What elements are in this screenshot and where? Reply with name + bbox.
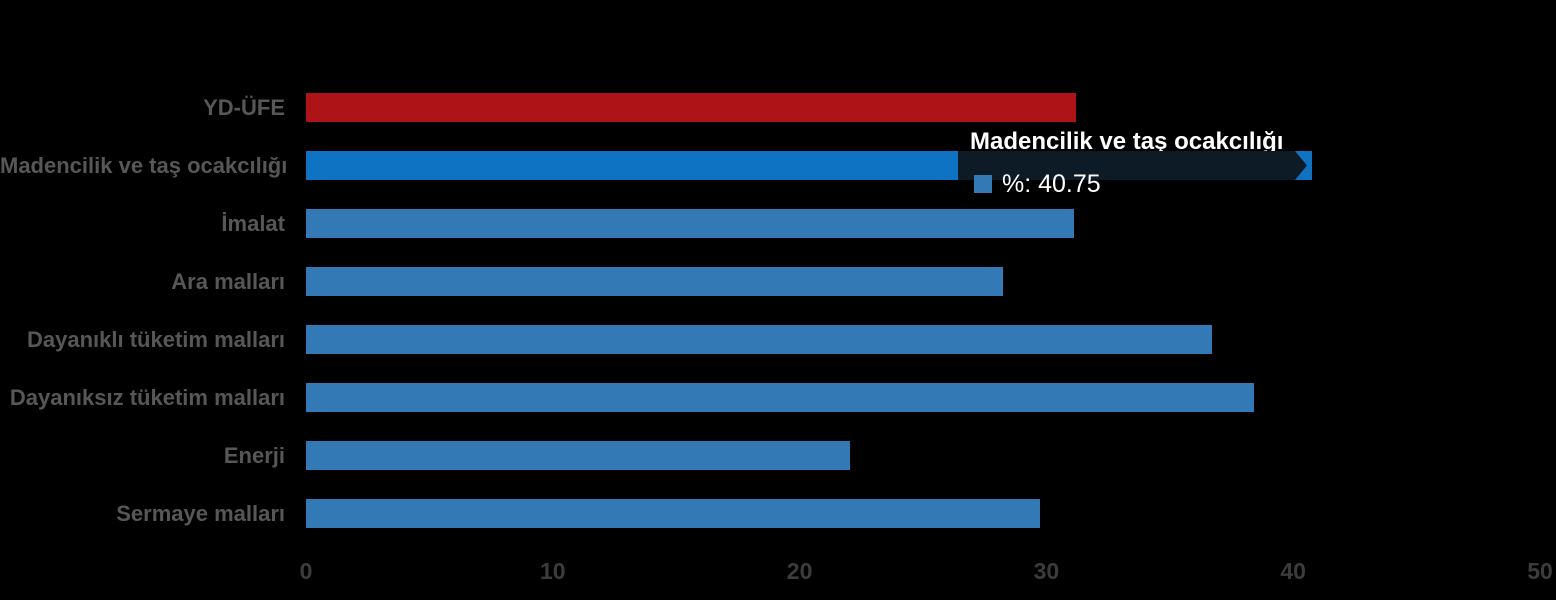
x-axis-tick: 30 — [1033, 558, 1060, 584]
category-label: YD-ÜFE — [203, 95, 285, 120]
category-label: Dayanıksız tüketim malları — [9, 385, 285, 410]
x-axis-tick: 20 — [786, 558, 813, 584]
chart-row: Sermaye malları — [0, 499, 1556, 528]
legend-swatch-icon — [974, 175, 992, 193]
bar-track — [306, 209, 1540, 238]
x-axis-tick: 10 — [540, 558, 566, 584]
chart-row: Enerji — [0, 441, 1556, 470]
category-label: Madencilik ve taş ocakcılığı — [0, 153, 288, 178]
tooltip-band — [958, 151, 1307, 180]
x-axis-tick: 0 — [299, 558, 313, 584]
bar-track — [306, 151, 1540, 180]
chart-row: YD-ÜFE — [0, 93, 1556, 122]
bar-track — [306, 325, 1540, 354]
bar-track — [306, 267, 1540, 296]
category-label: İmalat — [221, 211, 285, 236]
bar-track — [306, 93, 1540, 122]
bar-track — [306, 383, 1540, 412]
tooltip-value-row: %: 40.75 — [974, 170, 1101, 198]
chart-row: İmalat — [0, 209, 1556, 238]
category-label: Dayanıklı tüketim malları — [27, 327, 285, 352]
bar-sermaye-mallari[interactable] — [306, 499, 1041, 528]
bar-track — [306, 499, 1540, 528]
bar-dayanikli-tuketim[interactable] — [306, 325, 1212, 354]
bar-yd-ufe[interactable] — [306, 93, 1077, 122]
category-label: Sermaye malları — [116, 501, 285, 526]
x-axis-tick: 50 — [1527, 558, 1553, 584]
bar-imalat[interactable] — [306, 209, 1074, 238]
bar-enerji[interactable] — [306, 441, 851, 470]
chart-row: Dayanıklı tüketim malları — [0, 325, 1556, 354]
bar-ara-mallari[interactable] — [306, 267, 1004, 296]
category-label: Ara malları — [171, 269, 285, 294]
x-axis-tick: 40 — [1280, 558, 1306, 584]
tooltip-value: %: 40.75 — [1002, 169, 1101, 198]
tooltip-title: Madencilik ve taş ocakcılığı — [970, 128, 1284, 155]
bar-track — [306, 441, 1540, 470]
chart-row: Dayanıksız tüketim malları — [0, 383, 1556, 412]
bar-dayaniksiz-tuketim[interactable] — [306, 383, 1254, 412]
category-label: Enerji — [223, 443, 285, 468]
x-axis: 0 10 20 30 40 50 — [300, 558, 1553, 592]
chart-row: Madencilik ve taş ocakcılığı — [0, 151, 1556, 180]
chart-row: Ara malları — [0, 267, 1556, 296]
